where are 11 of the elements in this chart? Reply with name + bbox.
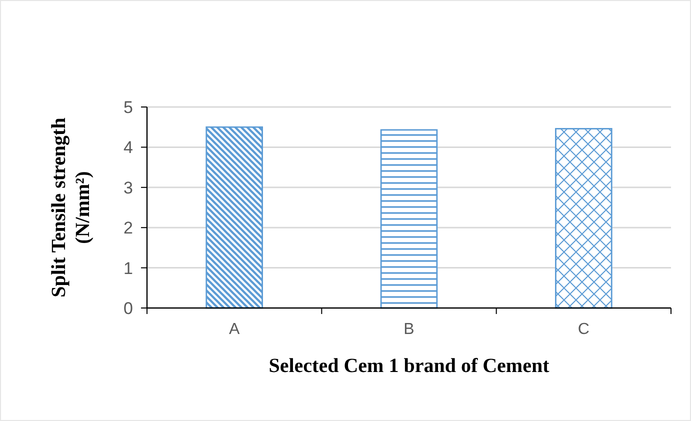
- x-tick-label: C: [578, 321, 590, 338]
- y-tick-label: 0: [124, 298, 133, 318]
- y-tick-label: 2: [124, 218, 133, 238]
- x-tick-label: B: [404, 321, 414, 338]
- y-tick-label: 3: [124, 178, 133, 198]
- x-axis-title: Selected Cem 1 brand of Cement: [268, 355, 550, 377]
- y-axis-title: Split Tensile strength (N/mm²): [48, 118, 94, 298]
- x-tick-label: A: [228, 321, 240, 338]
- y-tick-label: 1: [124, 258, 133, 278]
- y-tick-label: 4: [124, 138, 133, 158]
- y-tick-label: 5: [124, 98, 133, 117]
